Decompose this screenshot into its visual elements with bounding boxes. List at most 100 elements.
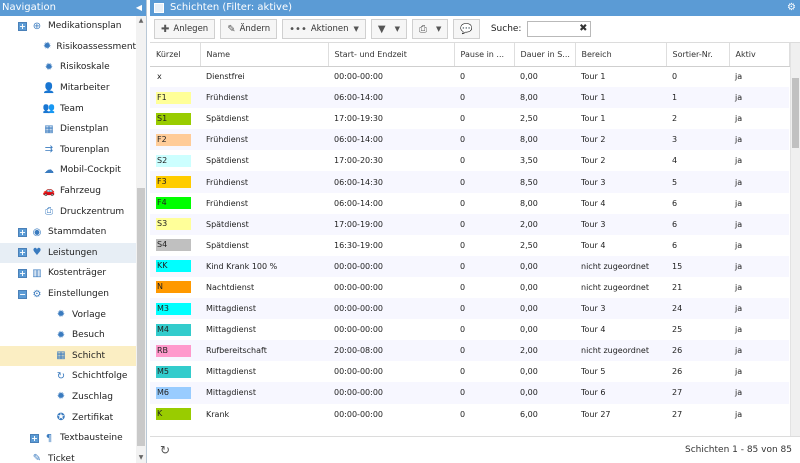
pill-icon: ⊕ — [32, 20, 42, 32]
table-row[interactable]: S1 Spätdienst 17:00-19:30 0 2,50 Tour 1 2 ja — [150, 108, 789, 130]
expand-icon[interactable]: + — [18, 21, 27, 31]
actions-button[interactable]: ••• Aktionen ▼ — [282, 19, 366, 39]
sidebar-item-risikoassessment[interactable]: ✹ Risikoassessment — [0, 37, 136, 58]
shift-code-badge: M4 — [156, 323, 191, 336]
sidebar-item-kostenträger[interactable]: + ▥ Kostenträger — [0, 263, 136, 284]
filter-icon: ▼ — [377, 23, 386, 35]
column-header[interactable]: Dauer in S... — [514, 43, 576, 67]
sidebar-item-risikoskale[interactable]: ✹ Risikoskale — [0, 57, 136, 78]
refresh-icon[interactable]: ↻ — [160, 443, 171, 457]
area-cell: Tour 5 — [575, 361, 666, 383]
sidebar-item-stammdaten[interactable]: + ◉ Stammdaten — [0, 222, 136, 243]
filter-button[interactable]: ▼ ▼ — [370, 19, 407, 39]
table-row[interactable]: F2 Frühdienst 06:00-14:00 0 8,00 Tour 2 3 ja — [150, 129, 789, 151]
column-header[interactable]: Bereich — [575, 43, 667, 67]
area-cell: nicht zugeordnet — [575, 276, 666, 299]
sidebar-item-zuschlag[interactable]: ✹ Zuschlag — [0, 387, 136, 408]
column-header[interactable]: Kürzel — [150, 43, 201, 67]
heart-icon: ♥ — [32, 247, 42, 259]
sidebar-item-dienstplan[interactable]: ▦ Dienstplan — [0, 119, 136, 140]
table-row[interactable]: RB Rufbereitschaft 20:00-08:00 0 2,00 nicht z… — [150, 340, 789, 362]
name-cell: Spätdienst — [200, 108, 328, 130]
shift-code-badge: M5 — [156, 365, 191, 378]
sidebar-item-schicht[interactable]: ▦ Schicht — [0, 345, 136, 367]
sidebar-item-textbausteine[interactable]: + ¶ Textbausteine — [0, 428, 136, 449]
column-header[interactable]: Name — [200, 43, 329, 67]
sort-cell: 25 — [666, 319, 729, 341]
sidebar-item-label: Mobil-Cockpit — [60, 165, 121, 176]
table-row[interactable]: M4 Mittagdienst 00:00-00:00 0 0,00 Tour 4 25 ja — [150, 319, 789, 341]
table-row[interactable]: M6 Mittagdienst 00:00-00:00 0 0,00 Tour 6 27 ja — [150, 382, 789, 404]
sidebar-item-ticket[interactable]: ✎ Ticket — [0, 448, 136, 463]
table-row[interactable]: F1 Frühdienst 06:00-14:00 0 8,00 Tour 1 1 ja — [150, 87, 789, 109]
expand-icon[interactable]: + — [18, 268, 27, 278]
navigation-scrollbar[interactable]: ▲ ▼ — [136, 16, 146, 463]
clear-icon[interactable]: ✖ — [579, 23, 588, 34]
area-cell: nicht zugeordnet — [575, 255, 666, 277]
sort-cell: 6 — [666, 213, 729, 235]
table-row[interactable]: S4 Spätdienst 16:30-19:00 0 2,50 Tour 4 6 ja — [150, 234, 789, 256]
sidebar-item-besuch[interactable]: ✹ Besuch — [0, 325, 136, 346]
table-row[interactable]: S2 Spätdienst 17:00-20:30 0 3,50 Tour 2 4 ja — [150, 150, 789, 172]
name-cell: Dienstfrei — [200, 66, 328, 88]
column-header[interactable]: Sortier-Nr. — [666, 43, 730, 67]
team-icon: 👥 — [42, 103, 56, 115]
search-label: Suche: — [490, 24, 522, 34]
table-row[interactable]: M3 Mittagdienst 00:00-00:00 0 0,00 Tour 3 24 ja — [150, 298, 789, 320]
sort-cell: 15 — [666, 255, 729, 277]
collapse-icon[interactable]: − — [18, 289, 27, 299]
print-button[interactable]: ⎙ ▼ — [411, 19, 449, 39]
table-row[interactable]: K Krank 00:00-00:00 0 6,00 Tour 27 27 ja — [150, 403, 789, 425]
add-button[interactable]: ✚ Anlegen — [154, 19, 216, 39]
shift-code-badge: KK — [156, 260, 191, 273]
table-footer: ↻ Schichten 1 - 85 von 85 — [150, 436, 800, 463]
sidebar-item-medikationsplan[interactable]: + ⊕ Medikationsplan — [0, 16, 136, 37]
edit-button[interactable]: ✎ Ändern — [220, 19, 278, 39]
table-scroll-thumb[interactable] — [792, 78, 799, 148]
sidebar-item-vorlage[interactable]: ✹ Vorlage — [0, 304, 136, 325]
navigation-scroll-thumb[interactable] — [137, 188, 145, 446]
scroll-down-icon[interactable]: ▼ — [138, 454, 144, 461]
sidebar-item-schichtfolge[interactable]: ↻ Schichtfolge — [0, 366, 136, 387]
sidebar-item-fahrzeug[interactable]: 🚗 Fahrzeug — [0, 181, 136, 202]
table-row[interactable]: KK Kind Krank 100 % 00:00-00:00 0 0,00 nicht … — [150, 255, 789, 277]
sidebar-item-druckzentrum[interactable]: ⎙ Druckzentrum — [0, 201, 136, 222]
time-cell: 00:00-00:00 — [328, 255, 454, 277]
table-row[interactable]: F3 Frühdienst 06:00-14:30 0 8,50 Tour 3 5 ja — [150, 171, 789, 193]
duration-cell: 6,00 — [514, 403, 575, 425]
sidebar-item-zertifikat[interactable]: ✪ Zertifikat — [0, 407, 136, 428]
table-row[interactable]: x Dienstfrei 00:00-00:00 0 0,00 Tour 1 0 ja — [150, 66, 789, 88]
shift-code-badge: N — [156, 281, 191, 294]
sidebar-item-mobil-cockpit[interactable]: ☁ Mobil-Cockpit — [0, 160, 136, 181]
scroll-up-icon[interactable]: ▲ — [138, 17, 144, 24]
column-header[interactable]: Start- und Endzeit — [328, 43, 455, 67]
table-row[interactable]: M5 Mittagdienst 00:00-00:00 0 0,00 Tour 5 26 ja — [150, 361, 789, 383]
column-header[interactable]: Aktiv — [729, 43, 790, 67]
sidebar-item-leistungen[interactable]: + ♥ Leistungen — [0, 242, 136, 264]
name-cell: Mittagdienst — [200, 298, 328, 320]
collapse-left-icon[interactable]: ◀ — [135, 3, 142, 12]
table-row[interactable]: S3 Spätdienst 17:00-19:00 0 2,00 Tour 3 6 ja — [150, 213, 789, 235]
expand-icon[interactable]: + — [18, 227, 27, 237]
duration-cell: 0,00 — [514, 319, 575, 341]
table-row[interactable]: N Nachtdienst 00:00-00:00 0 0,00 nicht zugeor… — [150, 276, 789, 299]
table-row[interactable]: F4 Frühdienst 06:00-14:00 0 8,00 Tour 4 6 ja — [150, 192, 789, 214]
column-header[interactable]: Pause in ... — [454, 43, 515, 67]
table-scrollbar[interactable] — [790, 43, 800, 436]
search-input[interactable] — [528, 22, 579, 36]
expand-icon[interactable]: + — [30, 433, 39, 443]
expand-icon[interactable]: + — [18, 248, 27, 258]
pause-cell: 0 — [454, 108, 514, 130]
comments-button[interactable]: 💬 — [453, 19, 480, 39]
sidebar-item-einstellungen[interactable]: − ⚙ Einstellungen — [0, 284, 136, 305]
sidebar-item-team[interactable]: 👥 Team — [0, 98, 136, 119]
shift-code-badge: M3 — [156, 302, 191, 315]
settings-icon: ⚙ — [32, 288, 42, 300]
gear-icon[interactable]: ⚙ — [787, 2, 796, 13]
sidebar-item-label: Kostenträger — [48, 268, 107, 279]
sidebar-item-label: Mitarbeiter — [60, 83, 110, 94]
shift-code-badge: F1 — [156, 91, 191, 104]
sidebar-item-tourenplan[interactable]: ⇉ Tourenplan — [0, 140, 136, 161]
duration-cell: 0,00 — [514, 276, 575, 299]
sidebar-item-mitarbeiter[interactable]: 👤 Mitarbeiter — [0, 78, 136, 99]
